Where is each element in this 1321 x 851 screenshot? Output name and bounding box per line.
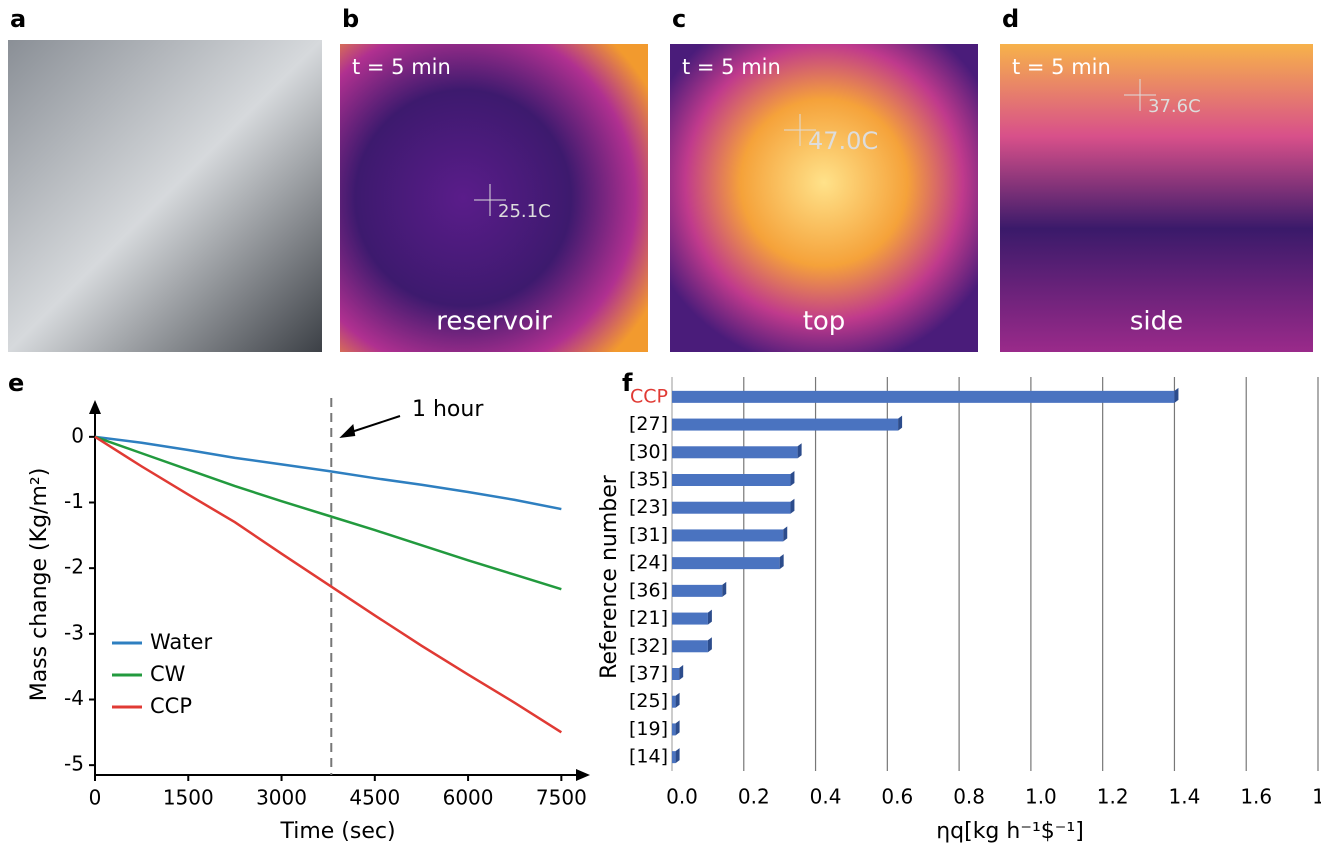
y-tick-label: -3 xyxy=(64,620,84,644)
y-tick-label: [37] xyxy=(629,663,668,685)
x-tick-label: 4500 xyxy=(349,786,400,810)
photo-setup xyxy=(8,40,322,352)
bar-side xyxy=(790,498,795,514)
x-tick-label: 0 xyxy=(89,786,102,810)
axis-arrow xyxy=(89,400,101,414)
temperature-reading: 25.1C xyxy=(498,201,551,222)
bar xyxy=(672,640,708,653)
x-tick-label: 1.4 xyxy=(1169,785,1201,809)
y-axis-label: Reference number xyxy=(597,474,622,679)
x-tick-label: 0.8 xyxy=(953,785,985,809)
bar xyxy=(672,529,784,542)
panel-label: d xyxy=(1002,5,1019,33)
caption: side xyxy=(1130,307,1183,337)
x-axis-label: Time (sec) xyxy=(279,819,395,844)
y-tick-label: [35] xyxy=(629,469,668,491)
thermal-image xyxy=(340,44,648,352)
y-tick-label: [21] xyxy=(629,607,668,629)
x-tick-label: 0.4 xyxy=(810,785,842,809)
annotation-arrow-head xyxy=(339,424,356,438)
x-tick-label: 0.0 xyxy=(666,785,698,809)
x-tick-label: 1.2 xyxy=(1097,785,1129,809)
y-axis-label: Mass change (Kg/m²) xyxy=(27,468,52,702)
bar xyxy=(672,390,1175,403)
y-tick-label: [25] xyxy=(629,690,668,712)
bar-side xyxy=(1174,387,1179,403)
axis-arrow xyxy=(576,769,590,781)
bar-side xyxy=(707,637,712,653)
y-tick-label: [27] xyxy=(629,413,668,435)
x-tick-label: 6000 xyxy=(443,786,494,810)
y-tick-label: [19] xyxy=(629,718,668,740)
legend-label: CW xyxy=(150,662,186,686)
panel-label: e xyxy=(8,369,24,397)
bar-side xyxy=(797,443,802,459)
thermal-image xyxy=(670,44,978,352)
panel-label: c xyxy=(672,5,686,33)
y-tick-label: [23] xyxy=(629,496,668,518)
bar xyxy=(672,584,723,597)
bar xyxy=(672,695,676,708)
time-label: t = 5 min xyxy=(1012,55,1111,79)
bar xyxy=(672,446,798,459)
time-label: t = 5 min xyxy=(352,55,451,79)
y-tick-label: -5 xyxy=(64,752,84,776)
bar-side xyxy=(679,665,684,680)
x-tick-label: 7500 xyxy=(536,786,587,810)
panel-label: a xyxy=(10,5,26,33)
bar xyxy=(672,751,676,764)
panel-label: b xyxy=(342,5,359,33)
y-tick-label: -2 xyxy=(64,555,84,579)
thermal-image xyxy=(1000,44,1313,352)
bar-side xyxy=(790,471,795,486)
y-tick-label: CCP xyxy=(630,385,668,407)
temperature-reading: 37.6C xyxy=(1148,96,1201,117)
bar xyxy=(672,723,676,736)
bar-side xyxy=(675,720,680,736)
y-tick-label: [32] xyxy=(629,635,668,657)
line-series xyxy=(94,435,562,591)
y-tick-label: -1 xyxy=(64,489,84,513)
bar-side xyxy=(675,692,680,708)
bar-side xyxy=(707,609,712,625)
bar xyxy=(672,668,680,680)
bar-side xyxy=(783,526,788,542)
x-axis-label: ηq[kg h⁻¹$⁻¹] xyxy=(936,819,1084,844)
y-tick-label: -4 xyxy=(64,686,84,710)
line-series xyxy=(94,435,563,734)
bar xyxy=(672,612,708,625)
y-tick-label: [30] xyxy=(629,441,668,463)
bar-side xyxy=(675,748,680,764)
legend-label: CCP xyxy=(150,694,192,718)
y-tick-label: [31] xyxy=(629,524,668,546)
y-tick-label: 0 xyxy=(71,423,84,447)
legend-label: Water xyxy=(150,630,212,654)
bar xyxy=(672,474,791,486)
y-tick-label: [14] xyxy=(629,746,668,768)
bar-side xyxy=(898,415,903,431)
line-series xyxy=(94,435,562,511)
bar-side xyxy=(779,554,784,570)
x-tick-label: 3000 xyxy=(256,786,307,810)
time-label: t = 5 min xyxy=(682,55,781,79)
x-tick-label: 0.6 xyxy=(881,785,913,809)
caption: top xyxy=(803,307,846,337)
annotation-text: 1 hour xyxy=(412,397,484,422)
y-tick-label: [24] xyxy=(629,552,668,574)
x-tick-label: 1.8 xyxy=(1312,785,1321,809)
x-tick-label: 1.0 xyxy=(1025,785,1057,809)
x-tick-label: 1500 xyxy=(163,786,214,810)
panel-label: f xyxy=(622,369,633,397)
caption: reservoir xyxy=(436,307,552,337)
bar xyxy=(672,418,899,431)
photos xyxy=(8,40,1313,352)
bar xyxy=(672,501,791,514)
x-tick-label: 0.2 xyxy=(738,785,770,809)
x-tick-label: 1.6 xyxy=(1240,785,1272,809)
bar-side xyxy=(722,581,727,597)
bar xyxy=(672,557,780,570)
y-tick-label: [36] xyxy=(629,579,668,601)
temperature-reading: 47.0C xyxy=(808,127,878,155)
